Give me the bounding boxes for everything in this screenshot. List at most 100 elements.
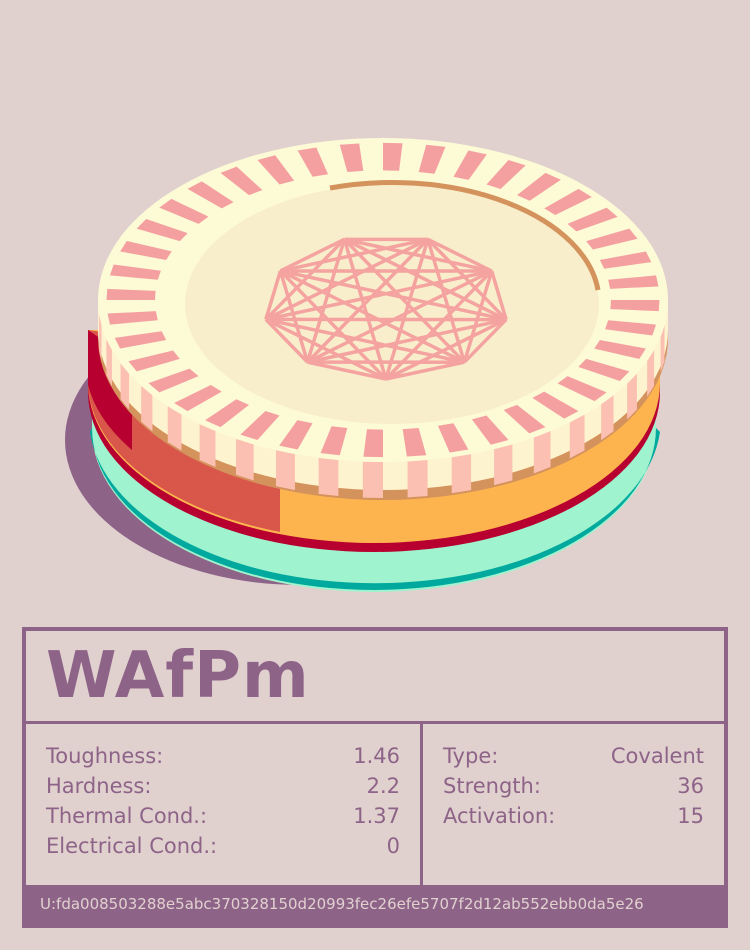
rim-stripe — [187, 181, 234, 209]
rim-stripe — [257, 155, 295, 185]
emblem-edge — [307, 360, 387, 381]
rim-stripe — [109, 264, 161, 280]
rim-stripe — [605, 320, 657, 336]
side-stripe — [120, 363, 130, 410]
side-stripe — [167, 406, 182, 451]
stat-label: Hardness: — [46, 774, 152, 798]
stat-value: 1.37 — [353, 804, 400, 828]
side-stripe — [276, 450, 295, 491]
emblem-edge — [278, 270, 310, 363]
stat-value: 36 — [677, 774, 704, 798]
card-footer: U:fda008503288e5abc370328150d20993fec26e… — [26, 885, 724, 924]
stat-label: Strength: — [443, 774, 541, 798]
emblem-edge — [279, 269, 466, 364]
emblem-edge — [265, 317, 387, 381]
side-stripe — [141, 385, 153, 432]
emblem-edge — [427, 237, 493, 273]
stat-toughness: Toughness: 1.46 — [46, 744, 400, 774]
rim-stripe — [339, 143, 364, 172]
material-card: WAfPm Toughness: 1.46 Hardness: 2.2 Therma… — [22, 627, 728, 928]
stat-strength: Strength: 36 — [443, 774, 704, 804]
side-stripe — [407, 460, 428, 498]
rim-stripe — [174, 384, 222, 412]
card-title: WAfPm — [46, 639, 310, 713]
rim-stripe — [240, 411, 280, 441]
side-stripe — [660, 325, 665, 373]
emblem-edge — [264, 238, 346, 321]
rim-stripe — [610, 300, 660, 312]
stat-label: Type: — [443, 744, 499, 768]
stat-value: 0 — [386, 834, 400, 858]
emblem-edge — [306, 269, 493, 364]
emblem-edge — [264, 318, 309, 364]
side-stripe — [236, 438, 254, 481]
rim-stripe — [557, 376, 607, 402]
emblem-edge — [342, 238, 388, 380]
rim-stripe — [578, 358, 630, 382]
rim-stripe — [608, 275, 659, 289]
stat-label: Activation: — [443, 804, 556, 828]
rim-stripe — [128, 350, 180, 372]
stat-activation: Activation: 15 — [443, 804, 704, 834]
rim-stripe — [363, 429, 383, 458]
emblem-edge — [426, 238, 508, 321]
coin-inner-face — [185, 184, 599, 424]
stat-thermal: Thermal Cond.: 1.37 — [46, 804, 400, 834]
emblem-edge — [280, 269, 507, 322]
emblem-edge — [385, 360, 465, 381]
rim-stripe — [114, 331, 167, 349]
rim-stripe — [297, 147, 329, 177]
rim-stripe — [148, 368, 199, 393]
side-stripe — [647, 350, 655, 397]
stat-label: Thermal Cond.: — [46, 804, 208, 828]
coin-illustration — [65, 138, 668, 592]
rim-stripe — [136, 218, 188, 242]
emblem-edge — [265, 269, 493, 322]
card-title-row: WAfPm — [26, 631, 724, 724]
emblem-edge — [306, 238, 430, 364]
emblem-edge — [384, 238, 430, 380]
hash-id: U:fda008503288e5abc370328150d20993fec26e… — [40, 895, 644, 913]
emblem-edge — [343, 238, 466, 364]
rim-stripe — [586, 228, 638, 250]
stat-value: 15 — [677, 804, 704, 828]
nonagon-complete-graph-icon — [264, 237, 508, 381]
right-stats: Type: Covalent Strength: 36 Activation: 15 — [423, 724, 724, 889]
side-stripe — [451, 454, 472, 494]
emblem-edge — [305, 238, 347, 363]
side-stripe — [569, 414, 585, 459]
side-stripe — [99, 313, 102, 362]
rim-stripe — [599, 251, 652, 269]
rim-stripe — [159, 198, 209, 224]
stat-hardness: Hardness: 2.2 — [46, 774, 400, 804]
rim-stripe — [279, 420, 313, 450]
stat-label: Toughness: — [46, 744, 164, 768]
stat-value: 2.2 — [366, 774, 400, 798]
emblem-edge — [490, 270, 508, 321]
emblem-edge — [344, 237, 493, 273]
emblem-edge — [343, 237, 507, 322]
rim-stripe — [205, 399, 249, 428]
emblem-edge — [463, 318, 508, 364]
emblem-edge — [385, 318, 507, 381]
emblem-edge — [279, 237, 346, 273]
stat-value: Covalent — [610, 744, 704, 768]
rim-stripe — [453, 150, 487, 180]
rim-stripe — [418, 144, 446, 174]
side-stripe — [199, 424, 216, 468]
rim-stripe — [567, 207, 618, 232]
side-stripe — [627, 373, 637, 420]
rim-stripe — [106, 288, 156, 300]
rim-stripe — [320, 426, 348, 456]
rim-stripe — [594, 340, 646, 359]
stat-electrical: Electrical Cond.: 0 — [46, 834, 400, 864]
emblem-edge — [264, 270, 283, 320]
rim-stripe — [486, 159, 526, 189]
rim-stripe — [120, 241, 172, 260]
emblem-edge — [462, 270, 494, 363]
stat-type: Type: Covalent — [443, 744, 704, 774]
rim-stripe — [471, 415, 509, 445]
coin-side-stripes — [99, 313, 665, 498]
side-stripe — [362, 461, 383, 498]
rim-stripe — [544, 188, 592, 216]
